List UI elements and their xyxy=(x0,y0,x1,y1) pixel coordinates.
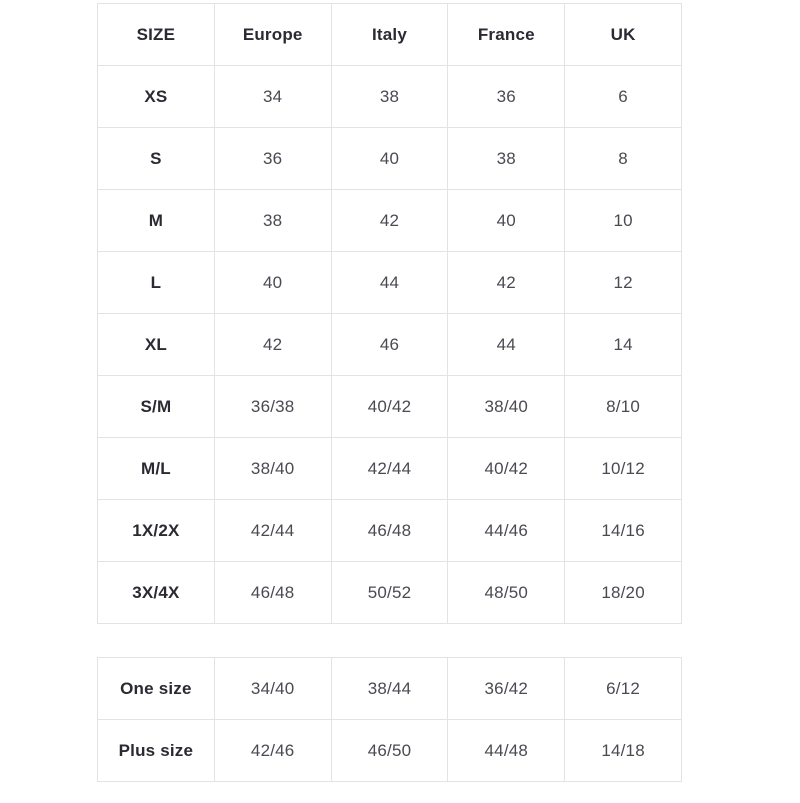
size-value-cell: 44 xyxy=(330,251,449,314)
row-label: Plus size xyxy=(97,719,215,782)
size-value-cell: 40/42 xyxy=(330,375,449,438)
column-header-italy: Italy xyxy=(330,3,449,66)
size-value-cell: 42/44 xyxy=(330,437,449,500)
size-value-cell: 6/12 xyxy=(564,657,682,720)
size-value-cell: 10 xyxy=(564,189,682,252)
row-label: M xyxy=(97,189,215,252)
size-value-cell: 46/48 xyxy=(213,561,332,624)
table-row-s: S 36 40 38 8 xyxy=(97,127,682,190)
size-value-cell: 14 xyxy=(564,313,682,376)
size-value-cell: 42/46 xyxy=(213,719,332,782)
special-sizes-table-body: One size 34/40 38/44 36/42 6/12 Plus siz… xyxy=(97,657,682,782)
column-header-size: SIZE xyxy=(97,3,215,66)
size-value-cell: 44/46 xyxy=(447,499,566,562)
size-value-cell: 38 xyxy=(213,189,332,252)
row-label: 1X/2X xyxy=(97,499,215,562)
size-value-cell: 38/40 xyxy=(213,437,332,500)
size-table-body: XS 34 38 36 6 S 36 40 38 8 M 38 42 40 10 xyxy=(97,65,682,624)
row-label: XL xyxy=(97,313,215,376)
size-value-cell: 14/18 xyxy=(564,719,682,782)
table-row-m: M 38 42 40 10 xyxy=(97,189,682,252)
row-label: L xyxy=(97,251,215,314)
row-label: S xyxy=(97,127,215,190)
table-row-xs: XS 34 38 36 6 xyxy=(97,65,682,128)
size-value-cell: 36 xyxy=(213,127,332,190)
size-value-cell: 38/40 xyxy=(447,375,566,438)
size-value-cell: 42 xyxy=(447,251,566,314)
size-value-cell: 8/10 xyxy=(564,375,682,438)
size-conversion-table: SIZE Europe Italy France UK XS 34 38 36 … xyxy=(97,3,682,624)
row-label: S/M xyxy=(97,375,215,438)
table-row-plus-size: Plus size 42/46 46/50 44/48 14/18 xyxy=(97,719,682,782)
size-value-cell: 40 xyxy=(213,251,332,314)
size-value-cell: 38 xyxy=(330,65,449,128)
size-value-cell: 42 xyxy=(330,189,449,252)
size-value-cell: 40/42 xyxy=(447,437,566,500)
size-value-cell: 34 xyxy=(213,65,332,128)
size-value-cell: 46 xyxy=(330,313,449,376)
size-value-cell: 38 xyxy=(447,127,566,190)
column-header-europe: Europe xyxy=(213,3,332,66)
size-value-cell: 44 xyxy=(447,313,566,376)
table-row-ml: M/L 38/40 42/44 40/42 10/12 xyxy=(97,437,682,500)
page: SIZE Europe Italy France UK XS 34 38 36 … xyxy=(0,3,800,803)
size-value-cell: 44/48 xyxy=(447,719,566,782)
size-value-cell: 36 xyxy=(447,65,566,128)
row-label: One size xyxy=(97,657,215,720)
size-table-header: SIZE Europe Italy France UK xyxy=(97,3,682,66)
table-row-one-size: One size 34/40 38/44 36/42 6/12 xyxy=(97,657,682,720)
table-row-l: L 40 44 42 12 xyxy=(97,251,682,314)
size-value-cell: 50/52 xyxy=(330,561,449,624)
size-value-cell: 18/20 xyxy=(564,561,682,624)
row-label: XS xyxy=(97,65,215,128)
table-row-xl: XL 42 46 44 14 xyxy=(97,313,682,376)
row-label: 3X/4X xyxy=(97,561,215,624)
size-value-cell: 12 xyxy=(564,251,682,314)
table-row-3x4x: 3X/4X 46/48 50/52 48/50 18/20 xyxy=(97,561,682,624)
special-sizes-table: One size 34/40 38/44 36/42 6/12 Plus siz… xyxy=(97,657,682,782)
size-value-cell: 14/16 xyxy=(564,499,682,562)
size-value-cell: 6 xyxy=(564,65,682,128)
size-value-cell: 46/50 xyxy=(330,719,449,782)
column-header-uk: UK xyxy=(564,3,682,66)
size-value-cell: 42/44 xyxy=(213,499,332,562)
size-value-cell: 46/48 xyxy=(330,499,449,562)
size-value-cell: 40 xyxy=(447,189,566,252)
size-value-cell: 42 xyxy=(213,313,332,376)
size-value-cell: 36/42 xyxy=(447,657,566,720)
table-row-1x2x: 1X/2X 42/44 46/48 44/46 14/16 xyxy=(97,499,682,562)
size-value-cell: 10/12 xyxy=(564,437,682,500)
size-value-cell: 36/38 xyxy=(213,375,332,438)
row-label: M/L xyxy=(97,437,215,500)
size-value-cell: 38/44 xyxy=(330,657,449,720)
size-value-cell: 8 xyxy=(564,127,682,190)
size-value-cell: 34/40 xyxy=(213,657,332,720)
table-row-sm: S/M 36/38 40/42 38/40 8/10 xyxy=(97,375,682,438)
header-row: SIZE Europe Italy France UK xyxy=(97,3,682,66)
size-value-cell: 40 xyxy=(330,127,449,190)
size-value-cell: 48/50 xyxy=(447,561,566,624)
column-header-france: France xyxy=(447,3,566,66)
